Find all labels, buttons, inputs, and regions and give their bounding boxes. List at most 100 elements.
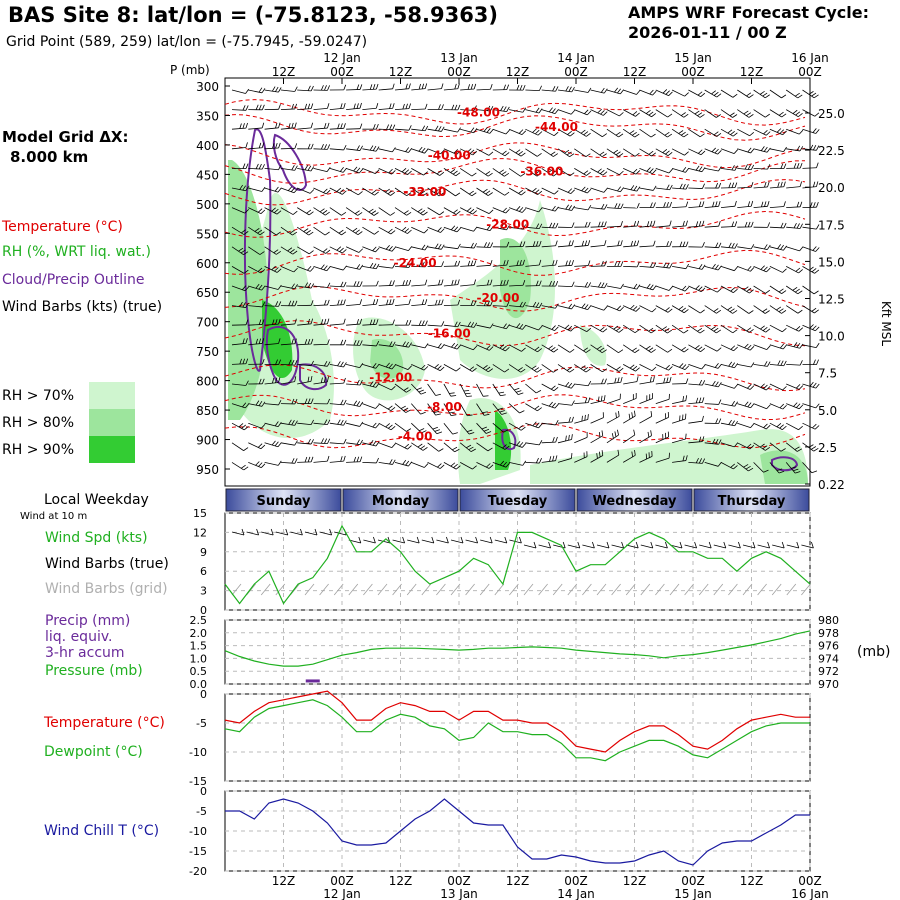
wind-barb-flag <box>539 280 542 286</box>
wind-barb-flag <box>275 142 278 149</box>
wind-barb-flag <box>353 281 357 287</box>
wind-barb-staff <box>574 344 587 353</box>
wind-barb-flag <box>489 346 494 351</box>
wind-barb-flag <box>506 324 510 329</box>
wind-barb <box>753 305 770 314</box>
wind-barb <box>476 127 494 134</box>
wind-barb-flag <box>601 260 604 267</box>
wind-barb-flag <box>792 109 798 114</box>
legend-temperature: Temperature (°C) <box>1 219 123 235</box>
wind-barb-staff <box>541 364 554 373</box>
height-tick-label: 22.5 <box>818 144 845 158</box>
wind-barb <box>688 285 706 293</box>
wind-barb-staff <box>313 323 328 326</box>
wind-barb-flag <box>778 308 784 313</box>
wind-barb-flag <box>750 403 755 409</box>
wind-barb-flag <box>636 186 641 192</box>
wind-barb <box>557 400 575 406</box>
wind-barb <box>769 343 787 350</box>
wind-barb-flag <box>353 456 357 463</box>
wind-barb-flag <box>613 325 619 330</box>
wind-barb-flag <box>601 430 604 436</box>
rh80-label: RH > 80% <box>2 415 74 431</box>
wind-barb <box>231 442 249 451</box>
wind-barb <box>525 259 542 267</box>
wind-barb-staff <box>264 343 279 346</box>
wind-barb-flag <box>288 123 291 129</box>
wind-barb-flag <box>498 391 505 394</box>
wind-barb <box>541 344 559 353</box>
wind-barb-staff <box>737 128 750 137</box>
wind-barb-flag <box>421 430 427 434</box>
wind-barb-flag <box>700 309 705 314</box>
wind-barb-staff <box>508 148 522 157</box>
true-wind-barb <box>475 536 478 544</box>
wind-barb-flag <box>327 282 331 288</box>
wind-barb <box>786 201 803 208</box>
wind-barb-flag <box>718 439 722 445</box>
wind-barb-flag <box>468 446 474 451</box>
wind-barb-flag <box>434 243 439 249</box>
wind-barb <box>509 259 525 267</box>
wind-barb-flag <box>585 349 591 353</box>
wind-barb <box>671 344 689 353</box>
wind-barb-flag <box>750 267 755 272</box>
wind-barb-flag <box>375 102 379 109</box>
wind-barb-flag <box>310 85 314 92</box>
wind-barb <box>313 339 330 346</box>
top-hour-label: 00Z <box>330 65 354 79</box>
wind-barb-flag <box>762 308 768 313</box>
wind-barb-flag <box>339 166 344 172</box>
wind-barb <box>313 264 331 272</box>
wind-barb-flag <box>325 211 330 216</box>
wind-barb-flag <box>734 383 739 389</box>
cloud-outline <box>501 428 517 450</box>
wind-barb <box>688 242 705 248</box>
wind-barb <box>346 264 364 270</box>
wind-barb <box>606 449 620 463</box>
wind-barb-flag <box>665 150 670 155</box>
wind-barb <box>769 128 787 136</box>
wind-barb-flag <box>667 308 673 313</box>
wind-barb <box>590 240 607 248</box>
wind-barb <box>362 83 379 91</box>
wind-barb-flag <box>483 300 487 306</box>
wind-barb-flag <box>602 171 608 176</box>
y-tick-label: -10 <box>189 746 207 759</box>
wind-barb-flag <box>290 187 296 192</box>
wind-barb-flag <box>799 162 803 169</box>
wind-barb <box>590 168 608 176</box>
wind-barb-staff <box>655 364 669 371</box>
wind-barb <box>345 166 364 174</box>
wind-barb-flag <box>375 247 380 253</box>
wind-barb-flag <box>701 415 704 422</box>
wind-barb-staff <box>737 89 750 98</box>
wind-barb <box>655 324 673 334</box>
precip-label: Precip (mm) <box>45 613 130 629</box>
wind-barb-flag <box>554 109 559 114</box>
wind-barb <box>590 148 607 157</box>
wind-barb-flag <box>472 465 477 470</box>
true-wind-barb <box>465 539 478 544</box>
wind-barb-flag <box>424 83 428 89</box>
wind-barb <box>378 362 396 370</box>
wind-barb-flag <box>795 267 801 272</box>
wind-barb-flag <box>352 227 358 232</box>
wind-barb <box>557 344 575 353</box>
wind-barb-staff <box>346 461 361 463</box>
wind-barb-flag <box>339 247 344 252</box>
wind-barb <box>688 109 705 118</box>
wind-barb-flag <box>403 210 409 214</box>
wind-barb-flag <box>434 429 441 432</box>
wind-barb <box>411 442 428 451</box>
wind-barb-staff <box>623 364 636 372</box>
wind-barb-flag <box>549 222 553 228</box>
wind-barb <box>476 300 493 307</box>
wind-barb <box>492 301 510 307</box>
wind-barb-staff <box>443 168 456 177</box>
wind-barb <box>769 163 787 170</box>
wind-barb <box>297 376 313 385</box>
wind-barb-staff <box>362 403 376 409</box>
wind-barb <box>720 419 738 427</box>
wind-barb <box>329 123 346 130</box>
